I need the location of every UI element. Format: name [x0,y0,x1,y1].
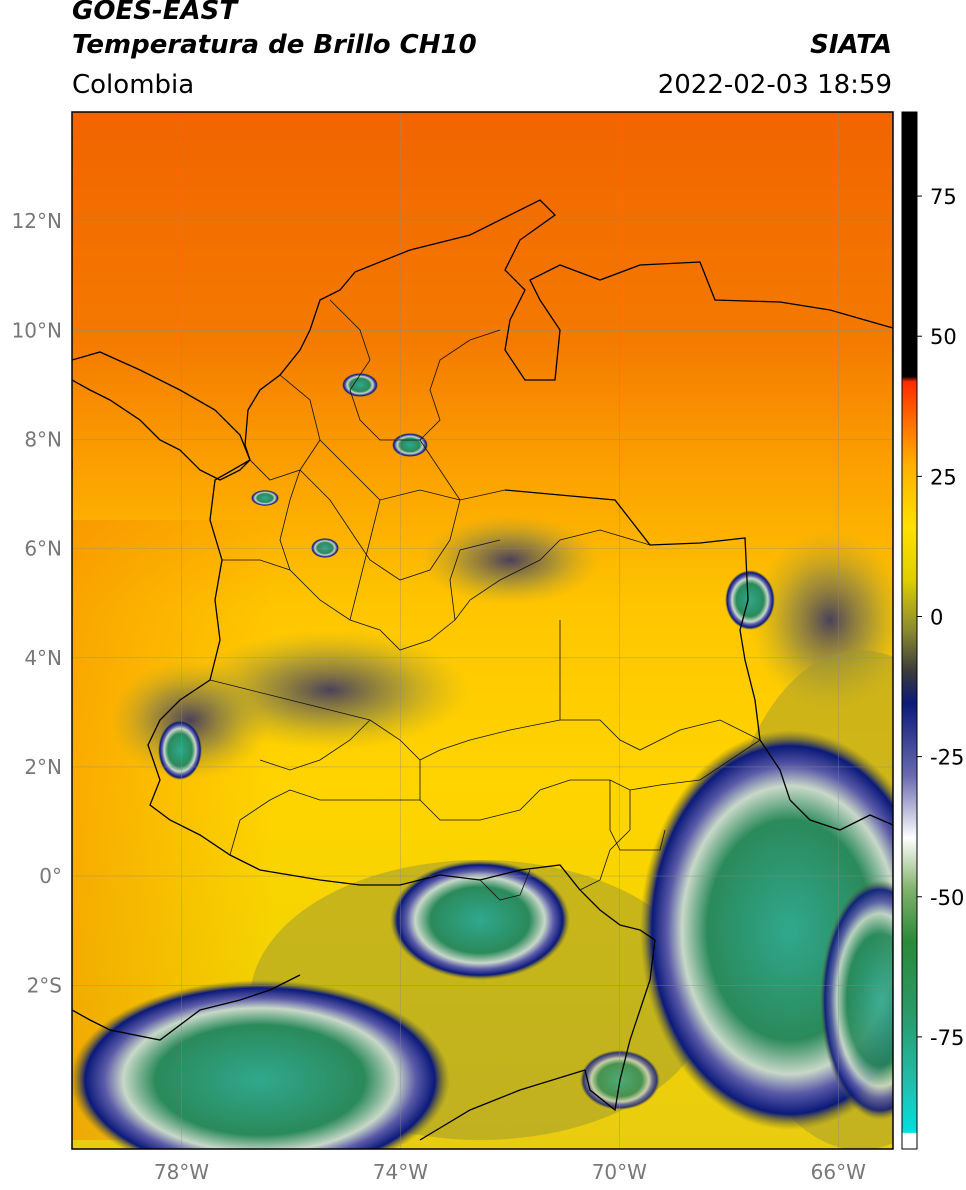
brightness-temperature-field [72,112,893,1149]
lat-tick-label: 2°N [24,755,62,779]
lat-tick-label: 8°N [24,427,62,451]
lat-tick-label: 0° [39,864,62,888]
lat-tick-label: 2°S [27,973,62,997]
lat-tick-label: 6°N [24,537,62,561]
title-product: Temperatura de Brillo CH10 [72,30,477,60]
latitude-ticks: 12°N 10°N 8°N 6°N 4°N 2°N 0° 2°S [12,209,62,997]
colorbar-tick-label: -25 [930,746,964,770]
lon-tick-label: 74°W [373,1160,428,1184]
department-boundaries [209,299,761,901]
lat-tick-label: 10°N [12,318,62,342]
title-satellite: GOES-EAST [72,0,238,26]
colorbar-ticks: 75 50 25 0 -25 -50 -75 [917,185,964,1050]
colorbar-tick-label: 0 [930,605,943,629]
longitude-ticks: 78°W 74°W 70°W 66°W [154,1160,866,1184]
lon-tick-label: 70°W [592,1160,647,1184]
colorbar-tick-label: 25 [930,465,957,489]
colorbar [901,111,918,1150]
region-label: Colombia [72,70,195,100]
lon-tick-label: 78°W [154,1160,209,1184]
colorbar-tick-label: 50 [930,325,957,349]
colorbar-tick-label: -75 [930,1026,964,1050]
source-label: SIATA [810,30,892,60]
lon-tick-label: 66°W [811,1160,866,1184]
map-frame [71,111,894,1150]
datetime-label: 2022-02-03 18:59 [657,70,892,100]
colorbar-tick-label: -50 [930,886,964,910]
colorbar-tick-label: 75 [930,185,957,209]
map-gridlines [72,112,893,1149]
lat-tick-label: 4°N [24,646,62,670]
lat-tick-label: 12°N [12,209,62,233]
